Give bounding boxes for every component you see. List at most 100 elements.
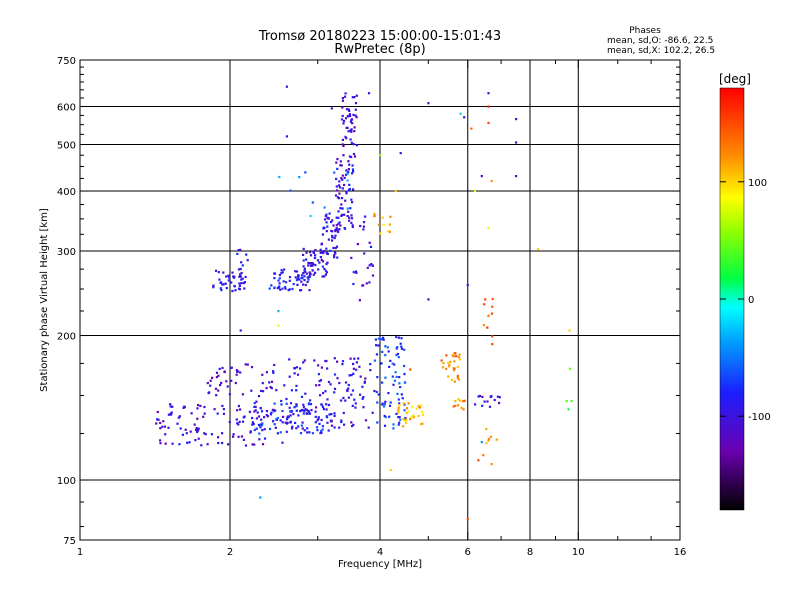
data-point [490, 395, 493, 398]
data-point [347, 396, 350, 399]
data-point [222, 283, 225, 286]
data-point [340, 197, 344, 200]
data-point [400, 337, 403, 340]
data-point [293, 372, 296, 375]
data-point [324, 359, 327, 363]
data-point [300, 424, 303, 427]
data-point [382, 338, 385, 341]
y-tick-label: 100 [57, 476, 76, 487]
data-point [239, 329, 242, 332]
data-point [355, 94, 358, 97]
data-point [347, 168, 350, 171]
data-point [212, 286, 215, 289]
data-point [276, 432, 279, 435]
data-point [221, 366, 224, 370]
data-point [235, 373, 238, 376]
data-point [457, 404, 460, 407]
data-point [234, 289, 237, 292]
data-point [225, 275, 228, 278]
data-point [274, 426, 277, 429]
data-point [345, 169, 348, 172]
data-point [294, 270, 297, 273]
data-point [155, 422, 158, 425]
data-point [176, 422, 179, 425]
data-point [348, 163, 351, 166]
data-point [253, 410, 256, 413]
data-point [351, 168, 355, 171]
data-point [338, 381, 341, 385]
data-point [452, 405, 455, 408]
data-point [353, 398, 356, 401]
data-point [322, 391, 325, 395]
data-point [392, 383, 395, 386]
data-point [234, 381, 237, 385]
data-point [362, 406, 365, 409]
data-point [335, 161, 338, 164]
data-point [326, 367, 329, 370]
y-tick-label: 500 [57, 141, 76, 152]
data-point [277, 279, 280, 282]
data-point [400, 347, 404, 350]
data-point [221, 432, 224, 435]
data-point [232, 433, 235, 436]
data-point [231, 290, 234, 293]
data-point [384, 400, 387, 403]
data-point [377, 344, 380, 347]
data-point [333, 171, 336, 174]
data-point [345, 192, 348, 195]
data-point [351, 224, 354, 227]
data-point [258, 432, 261, 435]
data-point [169, 403, 172, 406]
data-point [321, 275, 324, 278]
data-point [401, 397, 404, 400]
data-point [341, 187, 344, 190]
data-point [346, 389, 349, 392]
data-point [495, 438, 498, 441]
data-point [376, 421, 379, 424]
data-point [309, 264, 312, 267]
data-point [209, 379, 212, 382]
data-point [281, 441, 284, 444]
data-point [260, 410, 264, 413]
data-point [568, 329, 571, 332]
data-point [285, 397, 288, 401]
data-point [323, 206, 326, 209]
data-point [328, 212, 331, 215]
data-point [220, 381, 223, 384]
data-point [338, 180, 341, 183]
data-point [473, 190, 476, 193]
data-point [306, 276, 309, 279]
data-point [228, 393, 231, 396]
data-point [478, 394, 481, 398]
data-point [237, 370, 240, 373]
data-point [265, 387, 268, 390]
data-point [394, 190, 397, 193]
data-point [346, 179, 349, 182]
data-point [254, 409, 257, 412]
data-point [487, 227, 490, 230]
data-point [301, 409, 304, 412]
data-point [363, 380, 366, 383]
data-point [238, 284, 241, 287]
data-point [395, 375, 398, 378]
data-point [384, 345, 387, 348]
data-point [335, 185, 338, 188]
data-point [322, 226, 325, 229]
data-point [251, 416, 254, 420]
data-point [394, 371, 397, 374]
data-point [377, 223, 380, 226]
data-point [378, 232, 382, 235]
data-point [343, 95, 347, 98]
data-point [487, 92, 490, 95]
data-point [407, 402, 410, 405]
data-point [389, 359, 392, 362]
data-point [330, 107, 333, 110]
data-point [236, 409, 239, 412]
data-point [303, 279, 306, 282]
data-point [466, 517, 469, 521]
data-point [237, 423, 240, 426]
data-point [483, 303, 486, 306]
data-point [477, 395, 480, 398]
data-point [325, 251, 329, 254]
data-point [371, 264, 374, 267]
